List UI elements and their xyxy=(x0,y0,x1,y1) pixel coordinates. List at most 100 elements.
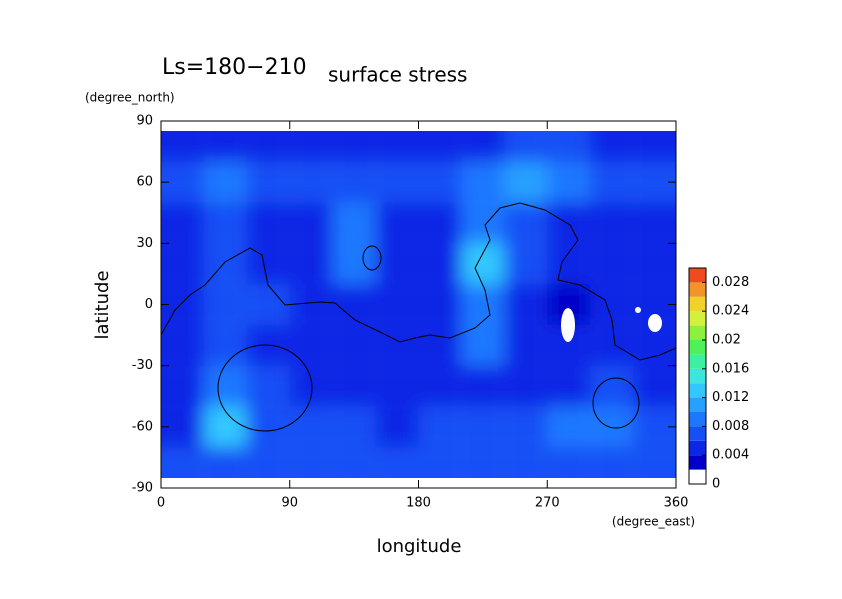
field-cell xyxy=(203,447,247,478)
field-cell xyxy=(504,202,548,244)
field-cell xyxy=(633,406,676,448)
colorbar-tick-label: 0 xyxy=(712,477,720,492)
field-cell xyxy=(418,365,462,407)
colorbar-cell xyxy=(689,311,706,326)
field-cell xyxy=(590,131,634,162)
field-cell xyxy=(289,284,333,325)
field-cell xyxy=(504,161,548,203)
field-cell xyxy=(246,365,290,407)
field-cell xyxy=(461,447,505,478)
x-unit: (degree_east) xyxy=(612,515,695,529)
field-cell xyxy=(590,202,634,244)
field-cell xyxy=(461,243,505,285)
field-cell xyxy=(504,365,548,407)
field-cell xyxy=(633,284,676,325)
field-cell xyxy=(161,243,204,285)
colorbar-tick-label: 0.012 xyxy=(712,390,749,405)
overlay xyxy=(161,202,676,432)
missing-area xyxy=(635,307,641,313)
field-cell xyxy=(203,243,247,285)
field-cell xyxy=(246,284,290,325)
y-tick-label: 60 xyxy=(136,175,153,190)
colorbar-cell xyxy=(689,397,706,412)
colorbar-cell xyxy=(689,383,706,398)
field-cell xyxy=(332,324,376,366)
field-cell xyxy=(504,243,548,285)
field-cell xyxy=(289,243,333,285)
field-cell xyxy=(161,324,204,366)
field-cell xyxy=(161,447,204,478)
field-cell xyxy=(590,324,634,366)
field-cell xyxy=(504,406,548,448)
field-cell xyxy=(461,284,505,325)
topography-contour xyxy=(161,202,676,361)
field-cell xyxy=(547,365,591,407)
field-cell xyxy=(375,243,419,285)
field-cell xyxy=(633,131,676,162)
field-cell xyxy=(246,447,290,478)
field-cell xyxy=(203,284,247,325)
field-cell xyxy=(461,131,505,162)
field-cell xyxy=(504,284,548,325)
field-cell xyxy=(161,202,204,244)
field-cell xyxy=(203,202,247,244)
field-cell xyxy=(332,284,376,325)
field-cell xyxy=(203,161,247,203)
colorbar-cell xyxy=(689,325,706,340)
field-cell xyxy=(203,131,247,162)
field-cell xyxy=(461,324,505,366)
field-cell xyxy=(289,365,333,407)
field xyxy=(161,131,676,478)
y-tick-label: -60 xyxy=(132,419,153,434)
x-axis-label: longitude xyxy=(377,536,462,557)
colorbar-tick-label: 0.028 xyxy=(712,275,749,290)
y-tick-label: 90 xyxy=(136,114,153,129)
field-cell xyxy=(203,406,247,448)
y-axis-label: latitude xyxy=(92,270,113,339)
field-cell xyxy=(504,324,548,366)
field-cell xyxy=(633,161,676,203)
missing-area xyxy=(561,308,575,342)
topography-contour xyxy=(217,344,313,432)
field-cell xyxy=(332,131,376,162)
field-cell xyxy=(504,447,548,478)
field-cell xyxy=(246,202,290,244)
topography-contour xyxy=(592,377,640,429)
field-cell xyxy=(461,202,505,244)
field-cell xyxy=(375,447,419,478)
field-cell xyxy=(633,447,676,478)
field-cell xyxy=(461,161,505,203)
field-cell xyxy=(461,406,505,448)
field-cell xyxy=(289,447,333,478)
field-cell xyxy=(547,161,591,203)
field-cell xyxy=(633,243,676,285)
field-cell xyxy=(418,131,462,162)
y-tick-label: -90 xyxy=(132,481,153,496)
field-cell xyxy=(289,161,333,203)
field-cell xyxy=(590,243,634,285)
field-cell xyxy=(332,243,376,285)
field-cell xyxy=(375,131,419,162)
colorbar: 0 0.004 0.008 0.012 0.016 0.02 0.024 0.028 xyxy=(688,267,749,492)
missing-area xyxy=(648,314,662,332)
y-tick-label: -30 xyxy=(132,358,153,373)
colorbar-cell xyxy=(689,455,706,470)
field-cell xyxy=(418,161,462,203)
field-cell xyxy=(289,324,333,366)
field-cell xyxy=(418,447,462,478)
chart-subtitle: surface stress xyxy=(328,63,467,87)
x-tick-label: 90 xyxy=(281,496,298,511)
field-cell xyxy=(547,131,591,162)
y-unit: (degree_north) xyxy=(85,91,175,105)
y-tick-label: 30 xyxy=(136,236,153,251)
colorbar-tick-label: 0.02 xyxy=(712,333,741,348)
field-cell xyxy=(547,406,591,448)
field-cell xyxy=(246,131,290,162)
field-cell xyxy=(375,284,419,325)
colorbar-cell xyxy=(689,426,706,441)
field-cell xyxy=(246,161,290,203)
field-cell xyxy=(289,406,333,448)
field-cell xyxy=(418,202,462,244)
field-cell xyxy=(590,365,634,407)
field-cell xyxy=(332,365,376,407)
